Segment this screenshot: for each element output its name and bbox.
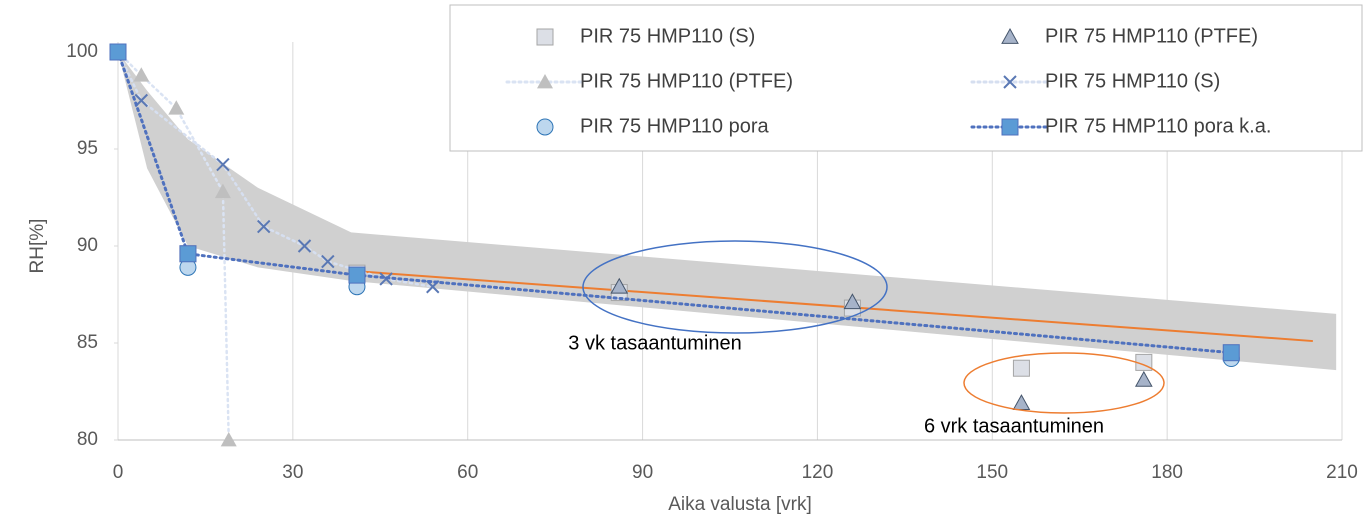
marker: [216, 157, 230, 172]
annotation: 6 vrk tasaantuminen: [924, 415, 1104, 437]
x-tick-label: 60: [457, 462, 478, 483]
legend-label: PIR 75 HMP110 (S): [580, 25, 755, 47]
legend-label: PIR 75 HMP110 (S): [1045, 70, 1220, 92]
highlight-ellipse: [582, 240, 888, 334]
y-tick-label: 90: [77, 235, 98, 256]
x-tick-label: 120: [802, 462, 834, 483]
legend-marker: [536, 118, 554, 136]
marker: [1222, 344, 1240, 362]
x-tick-label: 180: [1151, 462, 1183, 483]
x-tick-label: 150: [976, 462, 1008, 483]
y-axis-title: RH[%]: [27, 219, 48, 274]
marker: [843, 293, 862, 310]
annotation: 3 vk tasaantuminen: [568, 332, 741, 354]
legend-marker: [1003, 75, 1017, 89]
y-tick-label: 85: [77, 332, 98, 353]
legend-marker: [537, 74, 553, 89]
marker: [109, 43, 127, 61]
marker: [133, 67, 150, 82]
legend-marker: [536, 28, 554, 46]
marker: [1012, 359, 1030, 377]
legend-label: PIR 75 HMP110 pora: [580, 115, 769, 137]
x-axis-title: Aika valusta [vrk]: [668, 494, 812, 515]
legend-marker: [1001, 118, 1019, 136]
plot-area: 0 30 60 90 120 150 180 210 80 85 90 95 100: [66, 41, 1358, 483]
legend-items: PIR 75 HMP110 (S) PIR 75 HMP110 (PTFE) PIR…: [505, 25, 1271, 137]
legend-label: PIR 75 HMP110 pora k.a.: [1045, 115, 1271, 137]
marker: [220, 432, 237, 447]
marker: [610, 277, 629, 294]
marker: [348, 266, 366, 284]
marker: [214, 183, 231, 199]
x-tick-label: 0: [113, 462, 124, 483]
trendline: [356, 270, 1313, 343]
marker: [321, 254, 335, 269]
legend: [449, 4, 1363, 152]
highlight-ellipse: [963, 352, 1165, 414]
marker: [257, 219, 271, 234]
marker: [168, 100, 185, 115]
marker: [1012, 394, 1031, 411]
legend-label: PIR 75 HMP110 (PTFE): [1045, 25, 1258, 47]
x-tick-label: 210: [1326, 462, 1358, 483]
marker: [1134, 370, 1153, 387]
band-area: [118, 52, 1337, 371]
x-tick-label: 30: [282, 462, 303, 483]
legend-label: PIR 75 HMP110 (PTFE): [580, 70, 793, 92]
x-tick-label: 90: [632, 462, 653, 483]
y-tick-label: 95: [77, 138, 98, 159]
y-tick-label: 100: [66, 41, 98, 62]
series-line: [116, 50, 1233, 355]
legend-marker: [1001, 27, 1019, 44]
y-tick-label: 80: [77, 429, 98, 450]
marker: [297, 239, 312, 253]
marker: [179, 245, 197, 263]
